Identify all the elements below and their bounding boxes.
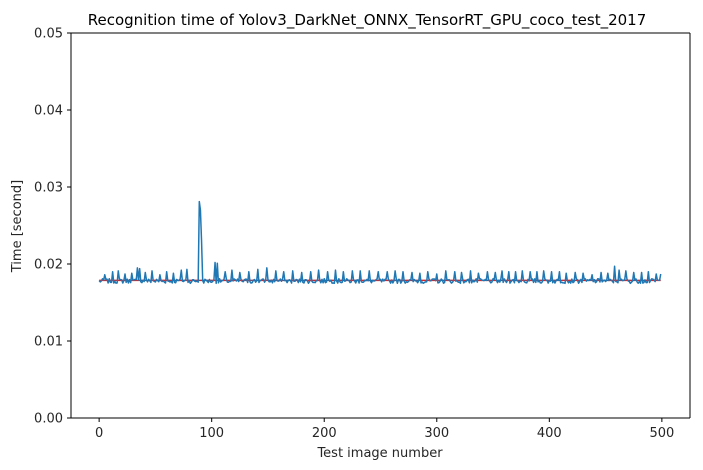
y-tick-label: 0.03	[34, 181, 63, 196]
plot-area	[71, 33, 690, 418]
y-tick-label: 0.04	[34, 104, 63, 119]
x-tick-label: 100	[199, 426, 224, 441]
x-tick-label: 200	[312, 426, 337, 441]
chart-title: Recognition time of Yolov3_DarkNet_ONNX_…	[88, 11, 647, 30]
series-layer	[98, 200, 662, 285]
y-tick-label: 0.01	[34, 335, 63, 350]
y-tick-label: 0.00	[34, 412, 63, 427]
x-tick-label: 300	[424, 426, 449, 441]
x-tick-label: 0	[95, 426, 103, 441]
axes-frame	[70, 32, 691, 419]
x-tick-label: 500	[649, 426, 674, 441]
y-axis-label: Time [second]	[10, 180, 25, 273]
x-axis-ticks: 0 100 200 300 400 500	[95, 418, 674, 441]
y-axis-ticks: 0.00 0.01 0.02 0.03 0.04 0.05	[34, 27, 71, 427]
recognition-time-series-line	[98, 200, 662, 285]
x-tick-label: 400	[537, 426, 562, 441]
x-axis-label: Test image number	[316, 446, 443, 461]
y-tick-label: 0.05	[34, 27, 63, 42]
y-tick-label: 0.02	[34, 258, 63, 273]
